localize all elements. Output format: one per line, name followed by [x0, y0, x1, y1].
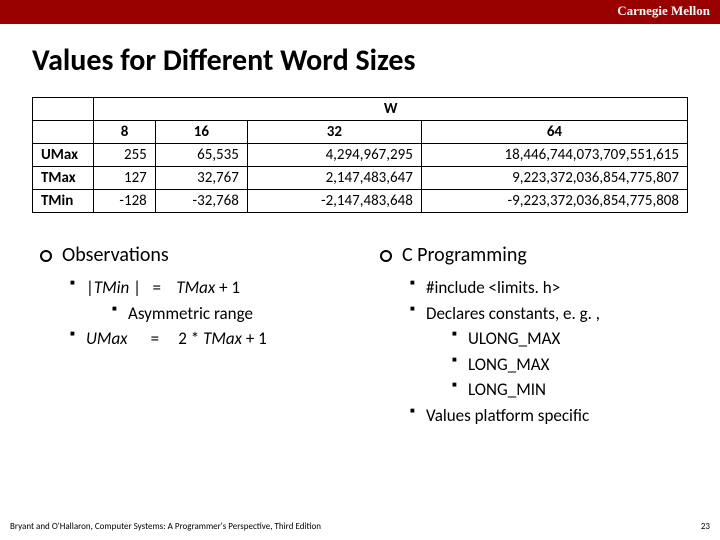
values-table: W 8 16 32 64 UMax 255 65,535 4,294,967,2…	[32, 97, 688, 213]
observations-heading-text: Observations	[62, 243, 169, 267]
list-item: Asymmetric range	[112, 301, 360, 327]
emph-text: UMax	[86, 328, 128, 349]
cell: -9,223,372,036,854,775,808	[421, 190, 687, 213]
footer-left: Bryant and O'Hallaron, Computer Systems:…	[10, 521, 321, 532]
cell: 4,294,967,295	[247, 144, 421, 167]
row-label: TMin	[33, 190, 94, 213]
page-number: 23	[701, 521, 710, 532]
footer: Bryant and O'Hallaron, Computer Systems:…	[10, 521, 710, 532]
cell: 2,147,483,647	[247, 167, 421, 190]
emph-text: TMax	[176, 277, 215, 298]
observations-heading: Observations	[40, 243, 360, 267]
emph-text: TMin	[94, 277, 129, 298]
list-item: LONG_MAX	[452, 352, 700, 378]
emph-text: TMax	[203, 328, 242, 349]
text: Declares constants, e. g. ,	[426, 303, 600, 324]
cprogramming-block: C Programming #include <limits. h> Decla…	[380, 243, 700, 428]
col-label	[33, 121, 94, 144]
list-item: LONG_MIN	[452, 377, 700, 403]
table-row: TMax 127 32,767 2,147,483,647 9,223,372,…	[33, 167, 688, 190]
cell: 9,223,372,036,854,775,807	[421, 167, 687, 190]
table-header-span: W	[94, 98, 688, 121]
cell: 127	[94, 167, 155, 190]
list-item: |TMin | = TMax + 1 Asymmetric range	[70, 275, 360, 326]
col-label: 32	[247, 121, 421, 144]
topbar: Carnegie Mellon	[0, 0, 720, 24]
brand-label: Carnegie Mellon	[617, 3, 710, 19]
cell: 255	[94, 144, 155, 167]
cell: 65,535	[155, 144, 247, 167]
word-size-table: W 8 16 32 64 UMax 255 65,535 4,294,967,2…	[32, 97, 688, 213]
list-item: Declares constants, e. g. , ULONG_MAX LO…	[410, 301, 700, 403]
cell: 32,767	[155, 167, 247, 190]
row-label: UMax	[33, 144, 94, 167]
list-item: Values platform specific	[410, 403, 700, 429]
cell: -2,147,483,648	[247, 190, 421, 213]
table-row: UMax 255 65,535 4,294,967,295 18,446,744…	[33, 144, 688, 167]
text: |	[86, 277, 94, 298]
cprog-heading-text: C Programming	[402, 243, 527, 267]
text: = 2 *	[128, 328, 204, 349]
text: + 1	[242, 328, 267, 349]
ring-bullet-icon	[40, 250, 52, 262]
text: + 1	[215, 277, 240, 298]
table-header-blank	[33, 98, 94, 121]
col-label: 16	[155, 121, 247, 144]
list-item: ULONG_MAX	[452, 326, 700, 352]
cell: 18,446,744,073,709,551,615	[421, 144, 687, 167]
cell: -128	[94, 190, 155, 213]
page-title: Values for Different Word Sizes	[32, 42, 720, 79]
cell: -32,768	[155, 190, 247, 213]
ring-bullet-icon	[380, 250, 392, 262]
observations-block: Observations |TMin | = TMax + 1 Asymmetr…	[40, 243, 360, 428]
col-label: 64	[421, 121, 687, 144]
content-columns: Observations |TMin | = TMax + 1 Asymmetr…	[40, 243, 700, 428]
text: | =	[129, 277, 176, 298]
cprog-heading: C Programming	[380, 243, 700, 267]
table-row: TMin -128 -32,768 -2,147,483,648 -9,223,…	[33, 190, 688, 213]
row-label: TMax	[33, 167, 94, 190]
list-item: #include <limits. h>	[410, 275, 700, 301]
col-label: 8	[94, 121, 155, 144]
list-item: UMax = 2 * TMax + 1	[70, 326, 360, 352]
